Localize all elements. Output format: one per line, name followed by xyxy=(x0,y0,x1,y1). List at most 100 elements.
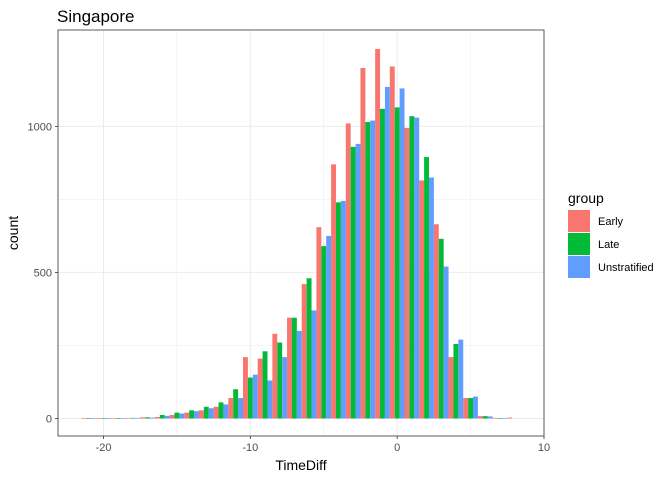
bar-late xyxy=(335,202,341,419)
x-tick-label: 0 xyxy=(394,442,400,454)
legend-key-unstratified xyxy=(568,256,590,278)
bar-early xyxy=(404,127,410,419)
bar-late xyxy=(409,116,415,419)
legend-items: Early Late Unstratified xyxy=(568,210,654,278)
bar-late xyxy=(159,414,165,419)
bar-late xyxy=(218,402,224,419)
bar-late xyxy=(438,238,444,419)
bar-unstratified xyxy=(296,330,302,419)
legend-label-unstratified: Unstratified xyxy=(598,262,654,274)
bar-unstratified xyxy=(443,266,449,419)
bar-unstratified xyxy=(384,86,390,419)
bar-early xyxy=(110,417,116,419)
legend-title: group xyxy=(568,190,604,206)
chart-title: Singapore xyxy=(57,7,135,26)
bar-unstratified xyxy=(252,374,258,419)
bar-unstratified xyxy=(91,418,97,419)
plot-panel xyxy=(57,29,545,437)
bar-late xyxy=(145,417,151,419)
bar-early xyxy=(448,357,454,419)
bar-late xyxy=(189,410,195,419)
bar-early xyxy=(125,417,131,419)
y-tick-label: 0 xyxy=(46,413,52,425)
bar-early xyxy=(257,358,263,419)
bar-unstratified xyxy=(238,398,243,419)
y-tick-label: 500 xyxy=(34,267,52,279)
bar-early xyxy=(184,412,190,419)
bar-unstratified xyxy=(282,357,288,419)
bar-late xyxy=(350,146,356,419)
bar-unstratified xyxy=(267,380,273,419)
bar-late xyxy=(482,416,488,419)
bar-unstratified xyxy=(208,408,214,419)
bar-late xyxy=(247,377,253,419)
bar-unstratified xyxy=(311,310,317,419)
x-axis-title: TimeDiff xyxy=(275,457,326,473)
bar-early xyxy=(96,418,102,419)
x-tick-label: -20 xyxy=(96,442,112,454)
bar-early xyxy=(507,417,513,419)
bar-early xyxy=(492,417,498,419)
bar-unstratified xyxy=(179,413,185,419)
bar-early xyxy=(345,123,351,419)
bar-late xyxy=(262,351,268,419)
bar-unstratified xyxy=(340,200,346,419)
bar-early xyxy=(198,410,204,419)
bar-unstratified xyxy=(105,418,111,419)
legend-label-late: Late xyxy=(598,239,619,251)
y-axis: 0 500 1000 xyxy=(28,121,58,425)
bar-early xyxy=(272,333,278,419)
bar-early xyxy=(360,67,366,419)
bar-early xyxy=(213,406,219,419)
bar-late xyxy=(394,107,400,419)
bar-early xyxy=(316,227,322,419)
bar-early xyxy=(169,414,175,419)
bar-unstratified xyxy=(458,339,464,419)
bar-early xyxy=(301,284,307,419)
bar-early xyxy=(463,398,469,419)
bar-late xyxy=(291,317,297,419)
panel-border xyxy=(57,29,545,437)
bar-unstratified xyxy=(326,235,332,419)
bar-unstratified xyxy=(502,418,508,419)
bar-early xyxy=(375,48,381,419)
legend: group Early Late Unstratified xyxy=(568,190,654,278)
bar-unstratified xyxy=(164,415,170,419)
bar-early xyxy=(81,418,87,419)
bar-early xyxy=(433,224,439,419)
y-axis-title: count xyxy=(5,216,21,250)
bar-early xyxy=(389,66,395,419)
bar-late xyxy=(277,342,283,419)
bar-late xyxy=(365,122,371,419)
bar-early xyxy=(140,417,146,419)
x-tick-label: 10 xyxy=(538,442,550,454)
bar-late xyxy=(468,398,474,419)
bar-unstratified xyxy=(414,117,420,419)
bar-late xyxy=(424,157,429,419)
bar-unstratified xyxy=(135,417,141,419)
bar-late xyxy=(115,418,121,419)
bar-late xyxy=(86,418,92,419)
bar-early xyxy=(243,357,248,419)
bar-early xyxy=(419,180,425,419)
bar-late xyxy=(380,108,385,419)
bar-late xyxy=(101,418,106,419)
bar-unstratified xyxy=(370,120,376,419)
bar-unstratified xyxy=(150,417,155,419)
legend-key-late xyxy=(568,233,590,255)
bar-unstratified xyxy=(355,143,361,419)
bar-late xyxy=(453,343,459,419)
bar-unstratified xyxy=(399,88,405,419)
bar-late xyxy=(174,412,180,419)
bar-late xyxy=(203,406,209,419)
x-axis: -20 -10 0 10 xyxy=(96,436,550,454)
bar-unstratified xyxy=(428,177,434,419)
bar-late xyxy=(233,389,239,419)
bar-late xyxy=(130,417,136,419)
legend-label-early: Early xyxy=(598,216,624,228)
bar-unstratified xyxy=(223,404,229,419)
bar-late xyxy=(306,278,312,419)
bar-unstratified xyxy=(120,418,126,419)
bar-unstratified xyxy=(194,411,199,419)
